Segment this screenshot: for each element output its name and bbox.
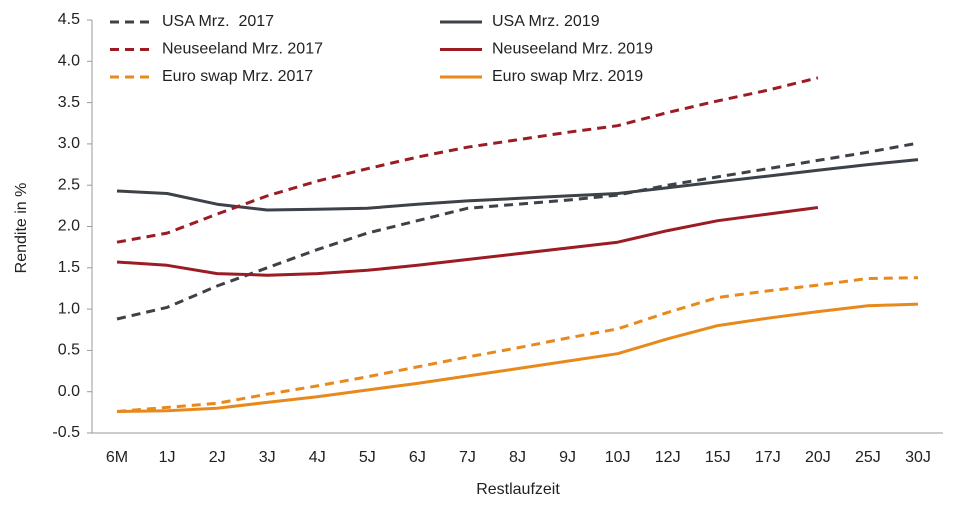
x-tick-label: 6J xyxy=(409,449,426,466)
x-tick-label: 30J xyxy=(905,449,931,466)
y-tick-label: 3.5 xyxy=(58,94,80,111)
y-tick-label: 4.0 xyxy=(58,53,80,70)
y-tick-label: 0.0 xyxy=(58,383,80,400)
y-axis-label: Rendite in % xyxy=(13,183,30,274)
series-line xyxy=(116,158,919,212)
y-tick-label: 0.5 xyxy=(58,342,80,359)
legend-label: USA Mrz. 2019 xyxy=(492,13,600,30)
legend-label: Neuseeland Mrz. 2019 xyxy=(492,41,653,58)
x-tick-label: 1J xyxy=(159,449,176,466)
y-tick-label: 1.5 xyxy=(58,259,80,276)
x-tick-label: 8J xyxy=(509,449,526,466)
x-tick-label: 3J xyxy=(259,449,276,466)
y-tick-label: 2.5 xyxy=(58,176,80,193)
y-tick-label: 3.0 xyxy=(58,135,80,152)
legend-label: USA Mrz. 2017 xyxy=(162,13,274,30)
x-tick-label: 15J xyxy=(705,449,731,466)
legend-label: Neuseeland Mrz. 2017 xyxy=(162,41,323,58)
x-tick-label: 17J xyxy=(755,449,781,466)
x-axis-label: Restlaufzeit xyxy=(476,481,560,498)
y-tick-label: 1.0 xyxy=(58,300,80,317)
x-tick-label: 20J xyxy=(805,449,831,466)
y-tick-label: 2.0 xyxy=(58,218,80,235)
x-tick-label: 10J xyxy=(605,449,631,466)
x-tick-label: 12J xyxy=(655,449,681,466)
series-line xyxy=(116,76,819,244)
series-line xyxy=(116,141,919,321)
legend-label: Euro swap Mrz. 2019 xyxy=(492,68,643,85)
x-tick-label: 25J xyxy=(855,449,881,466)
series-line xyxy=(116,302,919,413)
x-tick-label: 5J xyxy=(359,449,376,466)
y-tick-label: 4.5 xyxy=(58,11,80,28)
series-line xyxy=(116,276,919,413)
series-line xyxy=(116,206,819,277)
x-tick-label: 4J xyxy=(309,449,326,466)
x-tick-label: 9J xyxy=(559,449,576,466)
y-tick-label: -0.5 xyxy=(52,424,80,441)
x-tick-label: 7J xyxy=(459,449,476,466)
x-tick-label: 6M xyxy=(106,449,128,466)
x-tick-label: 2J xyxy=(209,449,226,466)
legend-label: Euro swap Mrz. 2017 xyxy=(162,68,313,85)
